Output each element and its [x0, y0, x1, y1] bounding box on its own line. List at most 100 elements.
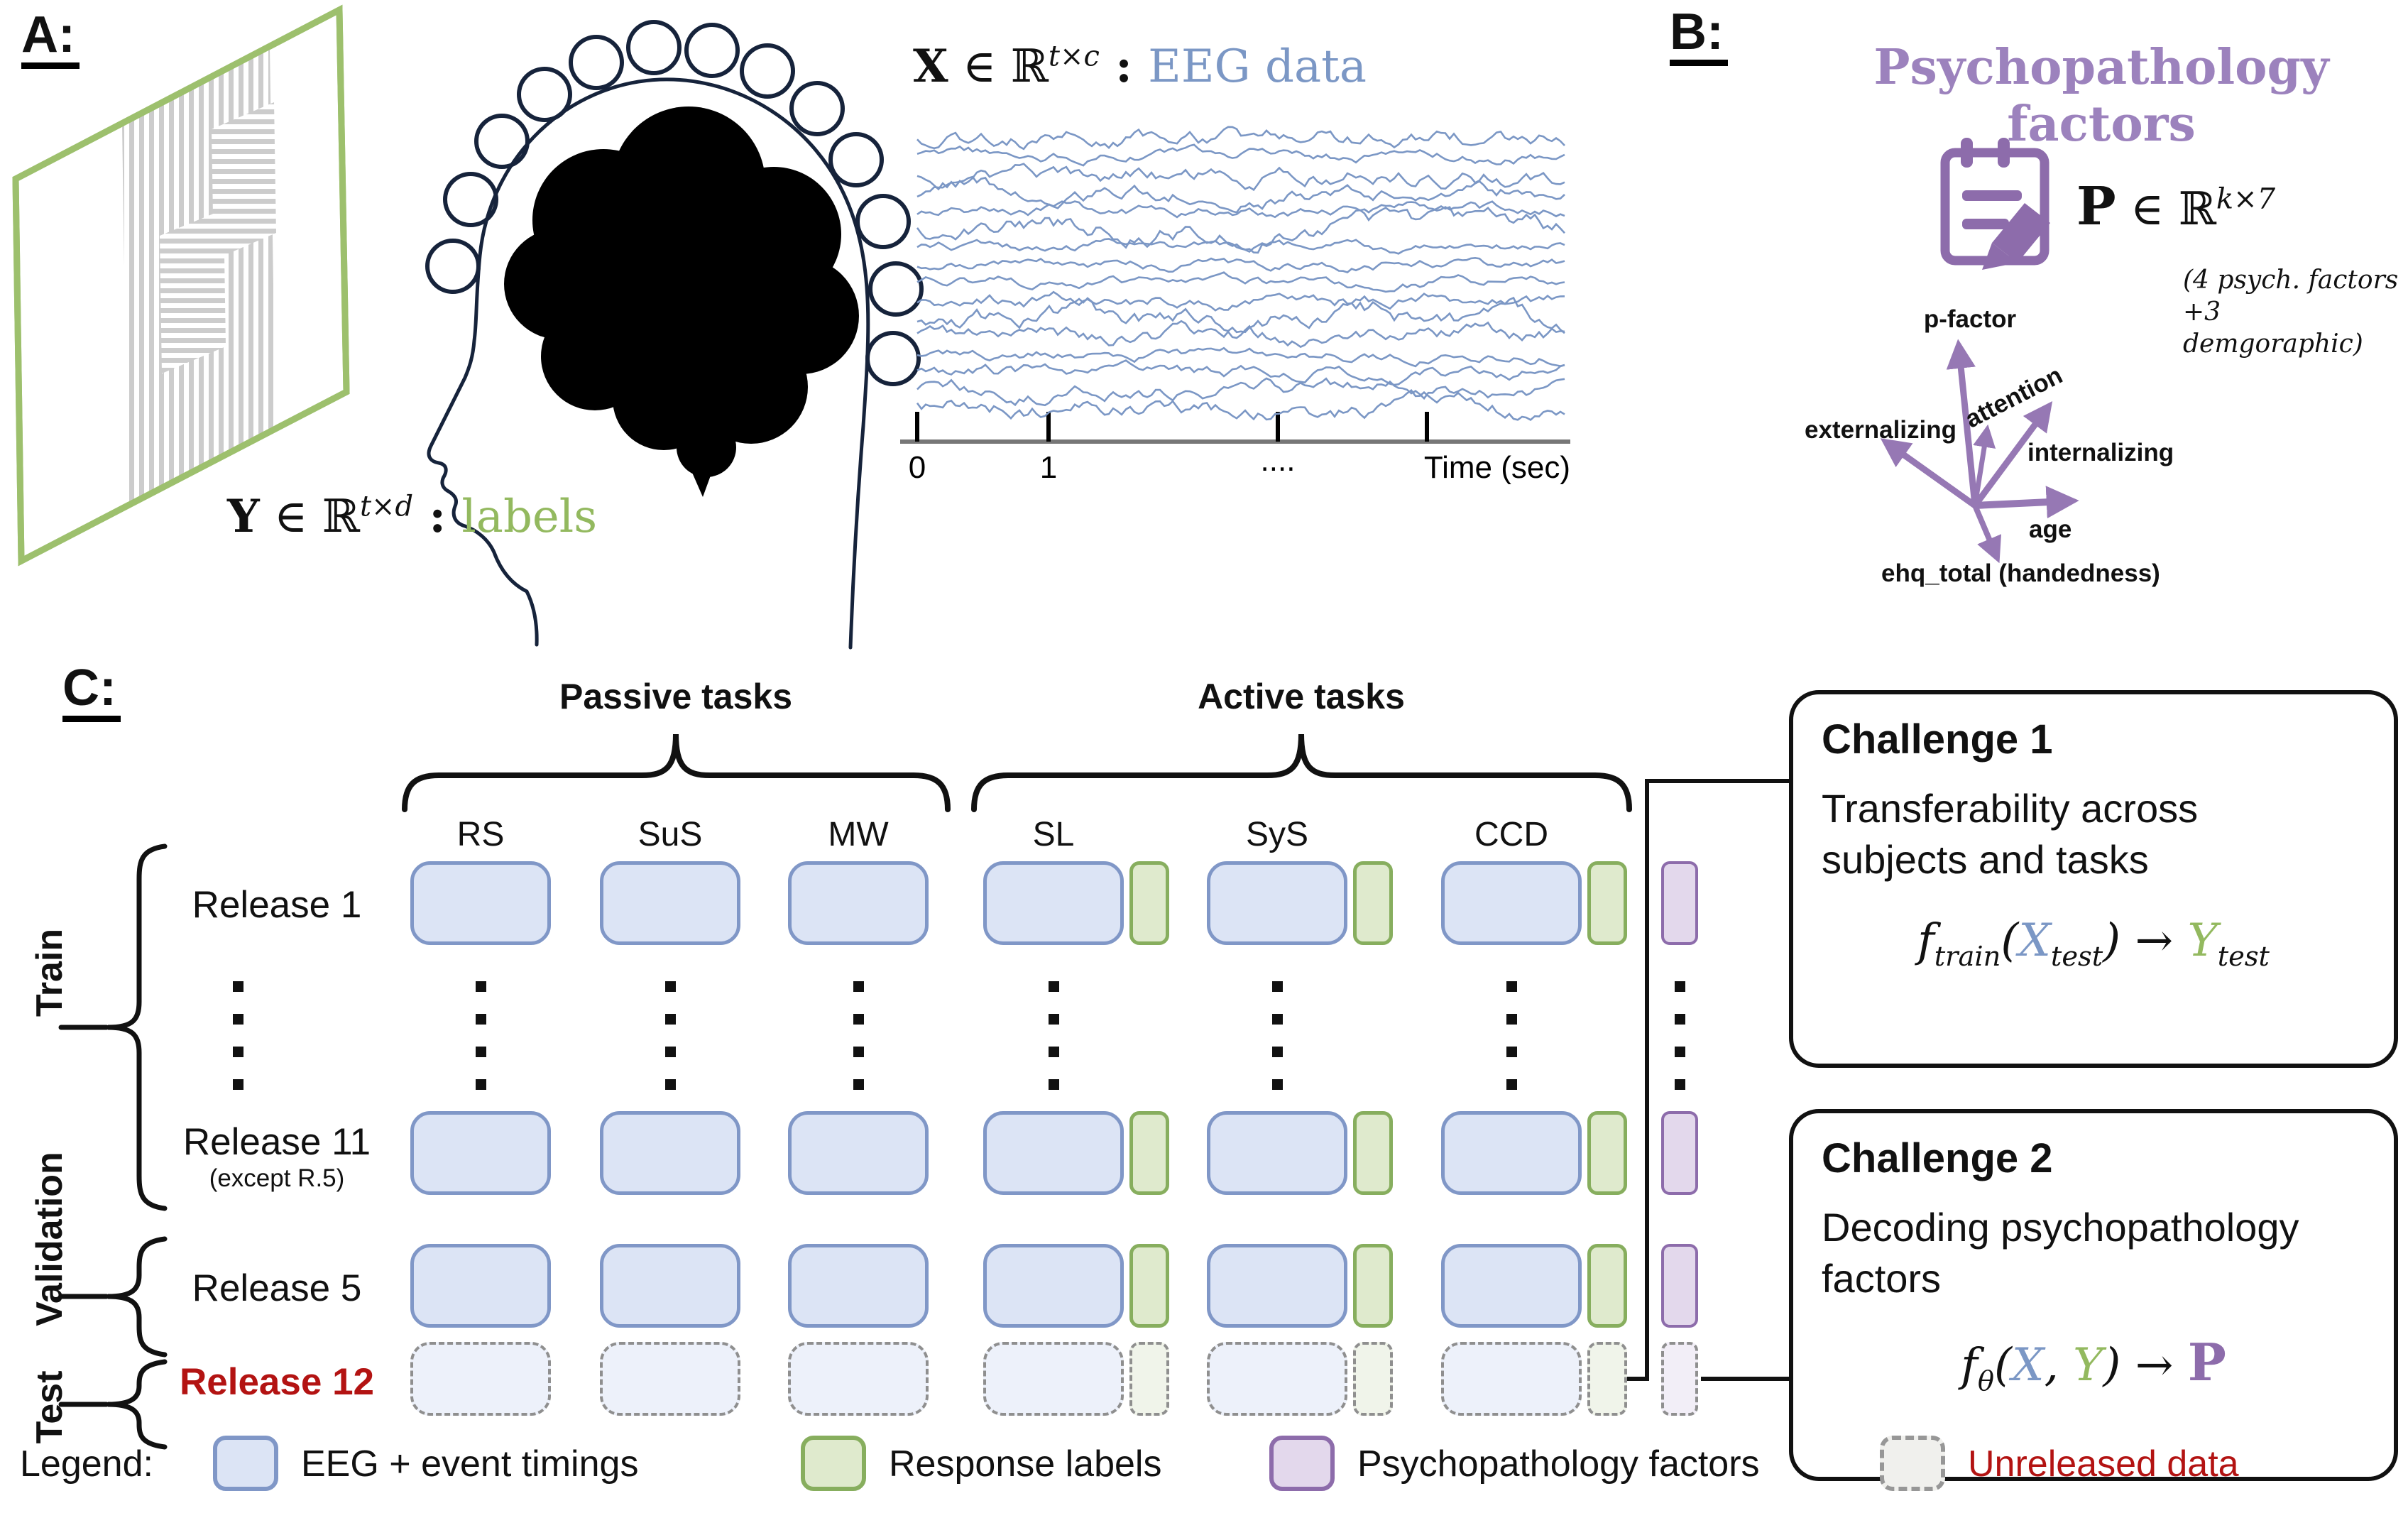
eeg-trace — [916, 126, 1565, 151]
p-var: P — [2076, 176, 2116, 237]
y-desc: labels — [461, 491, 598, 543]
axis-tick-1: 1 — [1039, 450, 1058, 485]
stimulus-screen-icon — [12, 4, 350, 567]
challenge-connector-lines — [1627, 779, 1789, 1381]
vertical-ellipsis-dot — [853, 1047, 864, 1057]
panel-b-label: B: — [1670, 5, 1728, 66]
x-rel: ∈ ℝ — [948, 40, 1049, 93]
head-profile-icon — [425, 20, 924, 650]
response-label-box — [1129, 1111, 1169, 1195]
vertical-ellipsis-dot — [233, 981, 243, 992]
factor-arrows — [1880, 339, 2079, 564]
challenge-2-desc-line2: factors — [1822, 1255, 1942, 1301]
c2-p: P — [2187, 1332, 2226, 1393]
eeg-matrix-formula: X ∈ ℝt×c : EEG data — [913, 40, 1367, 93]
vertical-ellipsis-dot — [665, 1079, 676, 1090]
eeg-trace — [916, 359, 1565, 386]
eeg-data-box — [410, 1342, 551, 1416]
c1-xsub: test — [2050, 941, 2103, 973]
passive-tasks-header: Passive tasks — [559, 677, 793, 716]
c1-fsub: train — [1934, 941, 2001, 973]
response-label-box — [1353, 1244, 1393, 1328]
eeg-data-box — [1441, 861, 1582, 945]
psych-factors-box — [1661, 1111, 1698, 1195]
vertical-ellipsis-dot — [1506, 1014, 1517, 1025]
column-header-sl: SL — [1032, 816, 1075, 853]
column-header-rs: RS — [456, 816, 505, 853]
vertical-ellipsis-dot — [1272, 981, 1283, 992]
eeg-data-box — [983, 1244, 1124, 1328]
c2-y: Y — [2073, 1339, 2103, 1392]
p-matrix-note: (4 psych. factors +3 demgoraphic) — [2183, 264, 2408, 360]
column-header-ccd: CCD — [1474, 816, 1548, 853]
active-tasks-header: Active tasks — [1198, 677, 1405, 716]
psych-factors-box — [1661, 861, 1698, 945]
split-braces — [58, 843, 168, 1450]
factor-ehq-total: ehq_total (handedness) — [1881, 559, 2160, 587]
y-colon: : — [413, 490, 462, 543]
vertical-ellipsis-dot — [233, 1014, 243, 1025]
legend-swatch-eeg — [213, 1436, 278, 1491]
eeg-time-axis — [900, 412, 1570, 444]
eeg-data-box — [788, 861, 929, 945]
brain-icon — [504, 106, 859, 497]
eeg-data-box — [1207, 861, 1347, 945]
release-12-label: Release 12 — [179, 1361, 375, 1403]
eeg-data-box — [600, 1342, 740, 1416]
vertical-ellipsis-dot — [665, 981, 676, 992]
vertical-ellipsis-dot — [1272, 1014, 1283, 1025]
p-note-line1: (4 psych. factors — [2183, 266, 2399, 295]
vertical-ellipsis-dot — [1049, 1079, 1059, 1090]
psych-factors-box — [1661, 1244, 1698, 1328]
c2-comma: , — [2044, 1339, 2074, 1392]
vertical-ellipsis-dot — [1675, 981, 1685, 992]
factor-p-factor: p-factor — [1923, 305, 2017, 333]
eeg-data-box — [788, 1244, 929, 1328]
panel-b-title: Psychopathology factors — [1873, 39, 2329, 153]
vertical-ellipsis-dot — [853, 1014, 864, 1025]
factor-age: age — [2029, 515, 2072, 543]
eeg-traces — [916, 126, 1565, 421]
axis-ellipsis: .... — [1260, 443, 1296, 478]
challenge-2-box: Challenge 2 Decoding psychopathology fac… — [1789, 1109, 2398, 1481]
challenge-2-formula: fθ(X, Y) → P — [1822, 1332, 2365, 1397]
response-label-box — [1587, 1244, 1627, 1328]
p-note-line2: +3 demgoraphic) — [2183, 297, 2363, 359]
eeg-trace — [916, 319, 1565, 349]
eeg-data-box — [1441, 1342, 1582, 1416]
eeg-data-box — [983, 1342, 1124, 1416]
challenge-1-formula: ftrain(Xtest) → Ytest — [1822, 914, 2365, 973]
c1-y: Y — [2187, 914, 2218, 968]
response-label-box — [1353, 1111, 1393, 1195]
vertical-ellipsis-dot — [476, 981, 486, 992]
vertical-ellipsis-dot — [476, 1014, 486, 1025]
eeg-trace — [916, 271, 1565, 293]
eeg-data-box — [983, 1111, 1124, 1195]
eeg-data-box — [410, 861, 551, 945]
x-var: X — [913, 40, 948, 93]
eeg-trace — [916, 238, 1565, 255]
eeg-trace — [916, 256, 1565, 274]
release-1-label: Release 1 — [192, 884, 362, 926]
challenge-2-desc: Decoding psychopathology factors — [1822, 1202, 2365, 1304]
vertical-ellipsis-dot — [853, 1079, 864, 1090]
legend-item-psych: Psychopathology factors — [1357, 1443, 1760, 1485]
labels-matrix-formula: Y ∈ ℝt×d : labels — [227, 490, 597, 543]
factor-externalizing: externalizing — [1805, 416, 1956, 444]
response-label-box — [1129, 1342, 1169, 1416]
eeg-data-box — [983, 861, 1124, 945]
challenge-1-title: Challenge 1 — [1822, 716, 2053, 763]
challenge-2-title: Challenge 2 — [1822, 1135, 2053, 1181]
response-label-box — [1129, 1244, 1169, 1328]
c1-open: ( — [2001, 914, 2019, 968]
legend-swatch-psych — [1269, 1436, 1335, 1491]
eeg-trace — [916, 200, 1565, 219]
column-header-sys: SyS — [1245, 816, 1309, 853]
eeg-data-box — [600, 1244, 740, 1328]
electrode-circles-icon — [425, 20, 924, 386]
eeg-data-box — [410, 1244, 551, 1328]
challenge-1-desc: Transferability across subjects and task… — [1822, 783, 2365, 885]
response-label-box — [1587, 861, 1627, 945]
